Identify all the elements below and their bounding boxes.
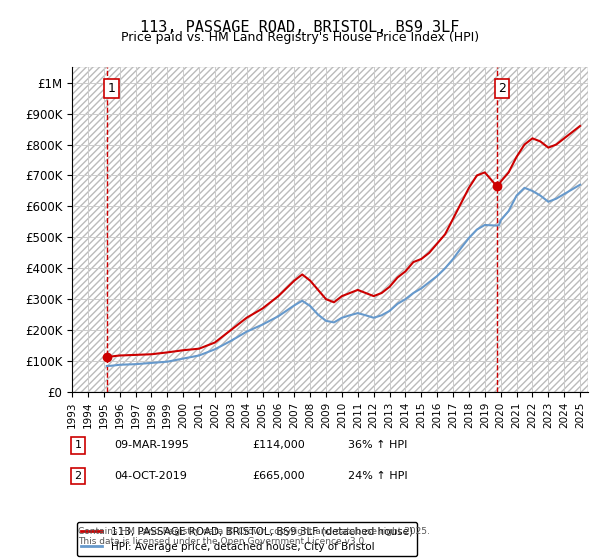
Text: 1: 1 xyxy=(74,440,82,450)
Text: 04-OCT-2019: 04-OCT-2019 xyxy=(114,471,187,481)
Legend: 113, PASSAGE ROAD, BRISTOL, BS9 3LF (detached house), HPI: Average price, detach: 113, PASSAGE ROAD, BRISTOL, BS9 3LF (det… xyxy=(77,522,417,556)
Text: Contains HM Land Registry data © Crown copyright and database right 2025.
This d: Contains HM Land Registry data © Crown c… xyxy=(78,526,430,546)
Text: 2: 2 xyxy=(497,82,506,95)
Text: £114,000: £114,000 xyxy=(252,440,305,450)
Text: Price paid vs. HM Land Registry's House Price Index (HPI): Price paid vs. HM Land Registry's House … xyxy=(121,31,479,44)
Text: 113, PASSAGE ROAD, BRISTOL, BS9 3LF: 113, PASSAGE ROAD, BRISTOL, BS9 3LF xyxy=(140,20,460,35)
Text: 36% ↑ HPI: 36% ↑ HPI xyxy=(348,440,407,450)
Text: 09-MAR-1995: 09-MAR-1995 xyxy=(114,440,189,450)
Text: 1: 1 xyxy=(107,82,115,95)
Text: 2: 2 xyxy=(74,471,82,481)
Text: £665,000: £665,000 xyxy=(252,471,305,481)
Text: 24% ↑ HPI: 24% ↑ HPI xyxy=(348,471,407,481)
